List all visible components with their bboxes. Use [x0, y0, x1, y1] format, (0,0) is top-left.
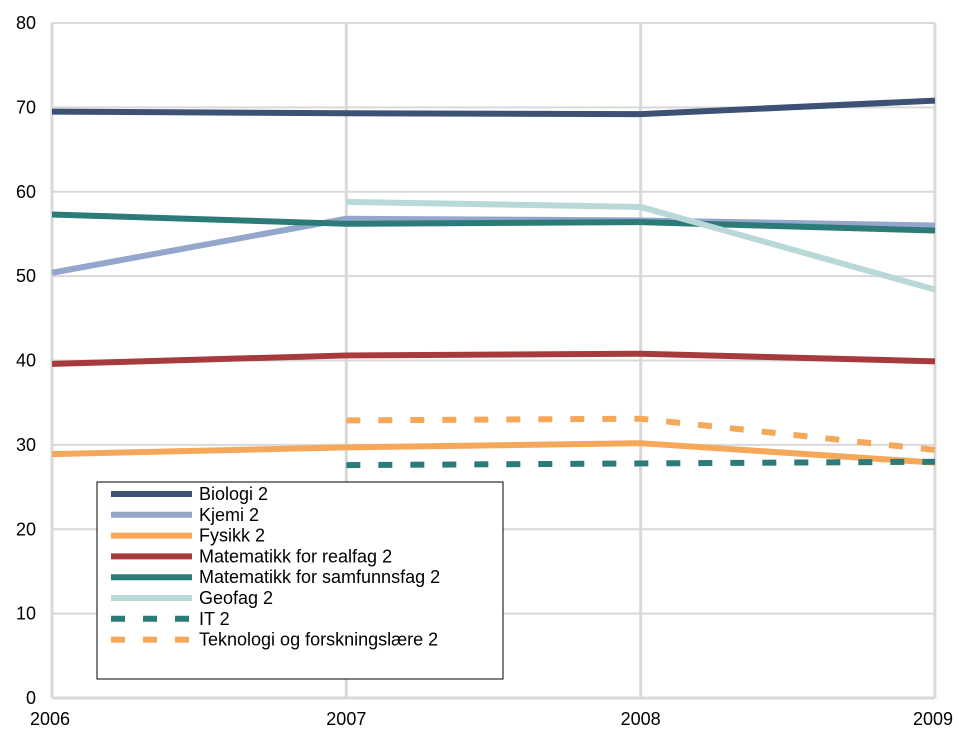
y-tick-labels: 0 10 20 30 40 50 60 70 80 [16, 13, 36, 708]
legend-box [96, 481, 504, 680]
y-tick-label-20: 20 [16, 519, 36, 539]
x-tick-labels: 2006 2007 2008 2009 [30, 709, 953, 729]
legend-label-7: Teknologi og forskningslære 2 [199, 630, 438, 650]
y-tick-label-10: 10 [16, 604, 36, 624]
series-line-6 [346, 458, 936, 469]
x-tick-label-2008: 2008 [621, 709, 661, 729]
series-lines [51, 97, 936, 469]
legend-label-1: Kjemi 2 [199, 505, 259, 525]
y-tick-label-70: 70 [16, 97, 36, 117]
legend-label-0: Biologi 2 [199, 484, 268, 504]
legend-label-5: Geofag 2 [199, 588, 273, 608]
series-line-5 [346, 198, 936, 293]
y-tick-label-50: 50 [16, 266, 36, 286]
legend-label-6: IT 2 [199, 609, 230, 629]
x-tick-label-2009: 2009 [913, 709, 953, 729]
y-tick-label-0: 0 [26, 688, 36, 708]
series-line-3 [51, 350, 936, 367]
series-line-4 [51, 211, 936, 234]
x-tick-label-2007: 2007 [326, 709, 366, 729]
y-tick-label-80: 80 [16, 13, 36, 33]
series-line-1 [51, 215, 936, 276]
series-line-0 [51, 97, 936, 118]
y-tick-label-30: 30 [16, 435, 36, 455]
legend-label-3: Matematikk for realfag 2 [199, 546, 392, 566]
series-line-2 [51, 440, 936, 466]
y-tick-label-40: 40 [16, 351, 36, 371]
y-tick-label-60: 60 [16, 182, 36, 202]
legend-label-4: Matematikk for samfunnsfag 2 [199, 567, 440, 587]
series-line-7 [346, 415, 936, 453]
legend-label-2: Fysikk 2 [199, 526, 265, 546]
x-tick-label-2006: 2006 [30, 709, 70, 729]
